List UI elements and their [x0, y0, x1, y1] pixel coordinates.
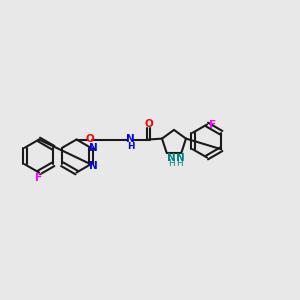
- Text: N: N: [89, 143, 98, 153]
- Text: N: N: [126, 134, 135, 145]
- Text: N: N: [89, 161, 98, 171]
- Text: O: O: [85, 134, 94, 145]
- Text: H: H: [168, 159, 174, 168]
- Text: F: F: [35, 173, 43, 183]
- Text: N: N: [176, 153, 184, 163]
- Text: O: O: [144, 118, 153, 129]
- Text: N: N: [167, 153, 176, 163]
- Text: F: F: [209, 119, 217, 130]
- Text: H: H: [127, 142, 134, 151]
- Text: H: H: [177, 159, 183, 168]
